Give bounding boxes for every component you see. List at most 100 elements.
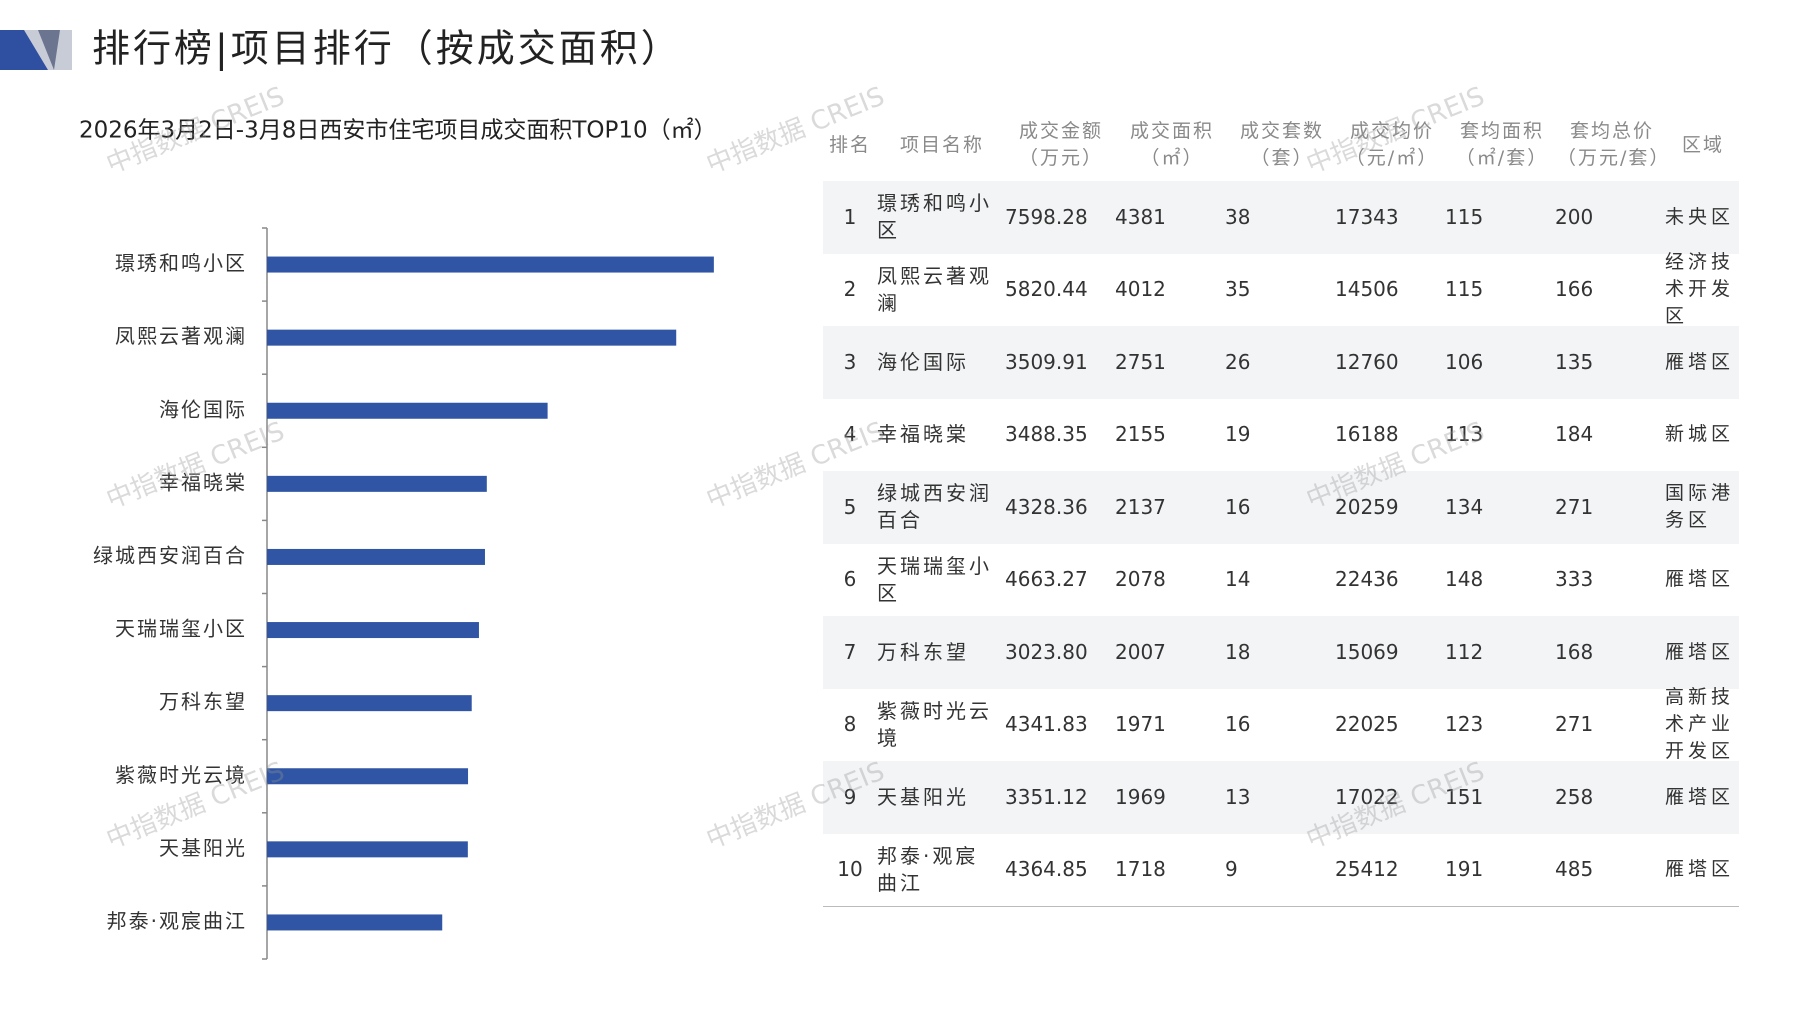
row-background bbox=[823, 688, 1739, 761]
table-cell: 7 bbox=[843, 639, 857, 664]
table-cell: 22025 bbox=[1335, 712, 1399, 737]
y-tick-label: 邦泰·观宸曲江 bbox=[107, 909, 247, 933]
table-cell: 9 bbox=[843, 784, 857, 809]
table-cell: 14 bbox=[1225, 567, 1251, 592]
bar bbox=[267, 622, 479, 639]
table-cell: 166 bbox=[1555, 277, 1594, 302]
table-cell: 2007 bbox=[1115, 639, 1166, 664]
table-cell: 5820.44 bbox=[1005, 277, 1088, 302]
column-header-line: 成交金额 bbox=[1018, 120, 1103, 142]
table-cell: 14506 bbox=[1335, 277, 1399, 302]
column-header: 成交套数 （套） bbox=[1227, 112, 1337, 178]
bar bbox=[267, 548, 485, 565]
column-header-line: 成交面积 bbox=[1129, 120, 1214, 142]
column-header-line: 套均面积 bbox=[1459, 120, 1544, 142]
table-cell: 38 bbox=[1225, 204, 1251, 229]
row-background bbox=[823, 761, 1739, 834]
table-cell: 12760 bbox=[1335, 349, 1399, 374]
table-cell: 17343 bbox=[1335, 204, 1399, 229]
table-cell: 3351.12 bbox=[1005, 784, 1088, 809]
table-cell: 13 bbox=[1225, 784, 1251, 809]
table-cell: 18 bbox=[1225, 639, 1251, 664]
table-cell: 璟琇和鸣小区 bbox=[877, 191, 992, 243]
table-cell: 2137 bbox=[1115, 494, 1166, 519]
table-cell: 271 bbox=[1555, 712, 1594, 737]
table-cell: 25412 bbox=[1335, 857, 1399, 882]
bar bbox=[267, 914, 443, 931]
table-cell: 4364.85 bbox=[1005, 857, 1088, 882]
table-cell: 19 bbox=[1225, 422, 1251, 447]
table-cell: 20259 bbox=[1335, 494, 1399, 519]
table-cell: 135 bbox=[1555, 349, 1594, 374]
bottom-rule bbox=[823, 906, 1739, 907]
table-cell: 134 bbox=[1445, 494, 1484, 519]
table-cell: 9 bbox=[1225, 857, 1238, 882]
row-background bbox=[823, 471, 1739, 544]
table-cell: 4 bbox=[843, 422, 857, 447]
column-header-line: （㎡/套） bbox=[1455, 147, 1549, 169]
column-header-line: 区域 bbox=[1681, 133, 1724, 156]
table-cell: 未央区 bbox=[1665, 205, 1735, 228]
logo-mid bbox=[38, 30, 60, 70]
table-cell: 海伦国际 bbox=[877, 349, 969, 374]
table-cell: 112 bbox=[1445, 639, 1484, 664]
table-cell: 3023.80 bbox=[1005, 639, 1088, 664]
y-tick-label: 紫薇时光云境 bbox=[115, 763, 247, 787]
column-header: 排名 bbox=[823, 112, 877, 178]
table-cell: 6 bbox=[843, 567, 857, 592]
bar bbox=[267, 256, 714, 273]
row-background bbox=[823, 616, 1739, 689]
column-header-line: 成交套数 bbox=[1239, 120, 1324, 142]
column-header-line: （万元） bbox=[1018, 147, 1103, 169]
row-background bbox=[823, 253, 1739, 326]
table-cell: 258 bbox=[1555, 784, 1594, 809]
column-header-line: 成交均价 bbox=[1349, 120, 1434, 142]
column-header: 区域 bbox=[1667, 112, 1739, 178]
table-cell: 1969 bbox=[1115, 784, 1166, 809]
column-header-line: 套均总价 bbox=[1569, 120, 1654, 142]
bar bbox=[267, 695, 472, 712]
bar bbox=[267, 841, 468, 858]
column-header: 套均面积 （㎡/套） bbox=[1447, 112, 1557, 178]
table-cell: 3509.91 bbox=[1005, 349, 1088, 374]
table-cell: 485 bbox=[1555, 857, 1594, 882]
table-cell: 天基阳光 bbox=[877, 784, 969, 809]
table-cell: 雁塔区 bbox=[1665, 350, 1735, 373]
y-tick-label: 绿城西安润百合 bbox=[93, 543, 247, 567]
table-cell: 115 bbox=[1445, 277, 1484, 302]
table-cell: 113 bbox=[1445, 422, 1484, 447]
table-cell: 邦泰·观宸曲江 bbox=[877, 843, 979, 895]
table-cell: 1718 bbox=[1115, 857, 1166, 882]
table-cell: 5 bbox=[843, 494, 857, 519]
table-cell: 191 bbox=[1445, 857, 1484, 882]
table-cell: 4341.83 bbox=[1005, 712, 1088, 737]
table-cell: 绿城西安润百合 bbox=[877, 481, 992, 533]
column-header-line: 项目名称 bbox=[899, 133, 984, 156]
table-cell: 35 bbox=[1225, 277, 1251, 302]
column-header-line: （万元/套） bbox=[1557, 147, 1671, 169]
column-header-line: （套） bbox=[1250, 147, 1314, 169]
table-cell: 雁塔区 bbox=[1665, 785, 1735, 808]
table-cell: 万科东望 bbox=[877, 639, 969, 664]
row-background bbox=[823, 181, 1739, 254]
table-cell: 333 bbox=[1555, 567, 1594, 592]
table-cell: 1971 bbox=[1115, 712, 1166, 737]
table-cell: 3 bbox=[843, 349, 857, 374]
table-cell: 天瑞瑞玺小区 bbox=[877, 553, 992, 605]
y-tick-label: 天瑞瑞玺小区 bbox=[115, 617, 247, 641]
table-cell: 16 bbox=[1225, 712, 1251, 737]
table-cell: 4328.36 bbox=[1005, 494, 1088, 519]
table-cell: 高新技术产业开发区 bbox=[1665, 686, 1735, 763]
table-cell: 200 bbox=[1555, 204, 1594, 229]
table-cell: 雁塔区 bbox=[1665, 858, 1735, 881]
table-cell: 2155 bbox=[1115, 422, 1166, 447]
column-header-line: 排名 bbox=[828, 133, 871, 156]
table-cell: 4381 bbox=[1115, 204, 1166, 229]
table-cell: 雁塔区 bbox=[1665, 568, 1735, 591]
table-cell: 雁塔区 bbox=[1665, 640, 1735, 663]
table-cell: 紫薇时光云境 bbox=[877, 698, 992, 750]
y-tick-label: 璟琇和鸣小区 bbox=[115, 251, 247, 275]
column-header: 成交均价 （元/㎡） bbox=[1337, 112, 1447, 178]
